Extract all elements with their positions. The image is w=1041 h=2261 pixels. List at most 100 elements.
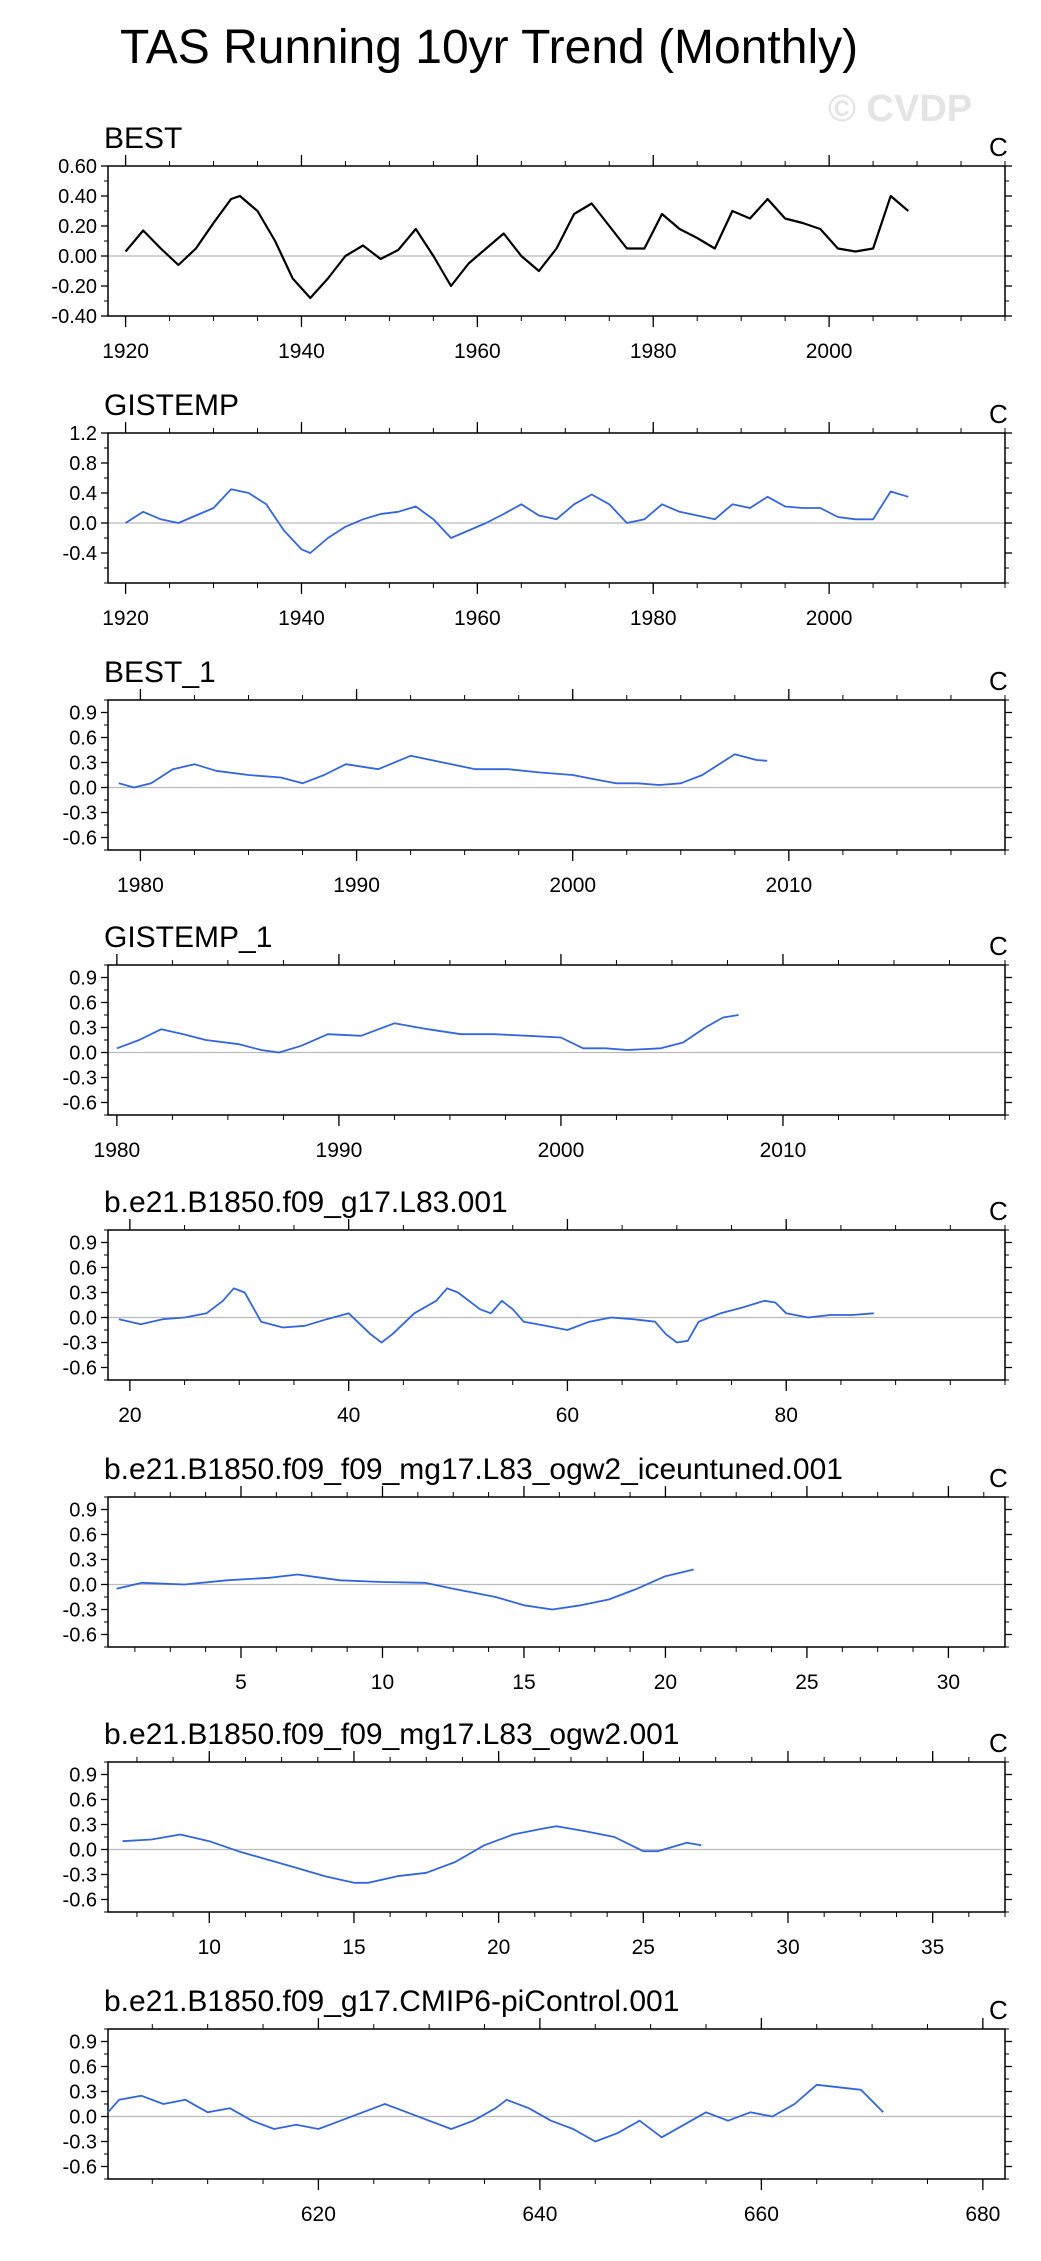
x-tick-label: 20 (487, 1936, 510, 1959)
y-tick-label: 0.0 (69, 2107, 97, 2129)
y-tick-label: 0.6 (69, 1790, 97, 1812)
x-tick-label: 15 (342, 1936, 365, 1959)
y-tick-label: 0.6 (69, 1525, 97, 1547)
x-tick-label: 1960 (454, 607, 501, 630)
y-tick-label: 0.4 (69, 483, 97, 505)
x-tick-label: 1980 (117, 874, 164, 897)
x-tick-label: 1990 (333, 874, 380, 897)
x-tick-label: 1920 (102, 340, 149, 363)
y-tick-label: 0.0 (69, 1043, 97, 1065)
x-tick-label: 1940 (278, 340, 325, 363)
units-label: C (989, 399, 1008, 429)
x-tick-label: 1940 (278, 607, 325, 630)
x-tick-label: 1980 (94, 1139, 141, 1162)
y-tick-label: -0.3 (63, 803, 97, 825)
y-tick-label: -0.40 (51, 306, 97, 328)
y-tick-label: 0.0 (69, 778, 97, 800)
trend-series-line (125, 488, 909, 554)
chart-title: BEST (104, 122, 182, 155)
chart-panel-2: GISTEMP C -0.4 0.0 0.4 0.8 1.2 1920 1940 1960 1980… (63, 389, 1012, 630)
x-tick-label: 35 (921, 1936, 944, 1959)
y-tick-label: 0.20 (58, 216, 97, 238)
x-tick-label: 25 (632, 1936, 655, 1959)
x-tick-label: 2000 (806, 340, 853, 363)
x-tick-label: 30 (776, 1936, 799, 1959)
units-label: C (989, 1196, 1008, 1226)
y-tick-label: 0.9 (69, 1233, 97, 1255)
chart-title: b.e21.B1850.f09_f09_mg17.L83_ogw2.001 (104, 1718, 680, 1751)
chart-panel-3: BEST_1 C -0.6 -0.3 0.0 0.3 0.6 0.9 1980 1990 2000 2… (63, 656, 1012, 897)
y-tick-label: 0.00 (58, 246, 97, 268)
units-label: C (989, 1995, 1008, 2025)
chart-title: b.e21.B1850.f09_f09_mg17.L83_ogw2_iceunt… (104, 1453, 843, 1486)
y-tick-label: 0.9 (69, 2032, 97, 2054)
y-tick-label: 0.40 (58, 186, 97, 208)
y-tick-label: 0.6 (69, 728, 97, 750)
cvdp-watermark: © CVDP (828, 88, 973, 130)
x-tick-label: 15 (512, 1671, 535, 1694)
x-tick-label: 20 (118, 1404, 141, 1427)
y-tick-label: 0.9 (69, 703, 97, 725)
x-tick-label: 680 (965, 2203, 1000, 2226)
chart-title: b.e21.B1850.f09_g17.CMIP6-piControl.001 (104, 1985, 679, 2018)
x-tick-label: 2010 (765, 874, 812, 897)
y-tick-label: -0.6 (63, 828, 97, 850)
y-tick-label: 0.3 (69, 1550, 97, 1572)
chart-title: b.e21.B1850.f09_g17.L83.001 (104, 1186, 508, 1219)
x-tick-label: 10 (371, 1671, 394, 1694)
chart-panel-4: GISTEMP_1 C -0.6 -0.3 0.0 0.3 0.6 0.9 1980 1990 20… (63, 921, 1012, 1162)
y-tick-label: -0.3 (63, 1600, 97, 1622)
trend-series-line (107, 2083, 884, 2143)
trend-series-line (116, 1014, 739, 1054)
trend-series-line (118, 1287, 874, 1344)
plot-frame (107, 1761, 1006, 1913)
y-tick-label: -0.6 (63, 1093, 97, 1115)
x-tick-label: 1980 (630, 340, 677, 363)
y-tick-label: 0.3 (69, 753, 97, 775)
y-tick-label: 0.0 (69, 513, 97, 535)
x-tick-label: 640 (522, 2203, 557, 2226)
plot-frame (107, 1496, 1006, 1648)
x-tick-label: 1980 (630, 607, 677, 630)
units-label: C (989, 1463, 1008, 1493)
chart-title: GISTEMP_1 (104, 921, 272, 954)
x-tick-label: 25 (795, 1671, 818, 1694)
x-tick-label: 1990 (316, 1139, 363, 1162)
x-tick-label: 10 (198, 1936, 221, 1959)
x-tick-label: 40 (337, 1404, 360, 1427)
units-label: C (989, 1728, 1008, 1758)
x-tick-label: 1960 (454, 340, 501, 363)
x-tick-label: 20 (654, 1671, 677, 1694)
trend-series-line (116, 1568, 694, 1611)
trend-series-line (124, 194, 910, 300)
y-tick-label: 0.6 (69, 993, 97, 1015)
trend-series-line (118, 753, 768, 789)
chart-panel-7: b.e21.B1850.f09_f09_mg17.L83_ogw2.001 C -0… (63, 1718, 1012, 1959)
x-tick-label: 1920 (102, 607, 149, 630)
x-tick-label: 2000 (806, 607, 853, 630)
y-tick-label: -0.3 (63, 1865, 97, 1887)
x-tick-label: 2000 (549, 874, 596, 897)
x-tick-label: 2000 (538, 1139, 585, 1162)
y-tick-label: 1.2 (69, 423, 97, 445)
plot-frame (107, 2028, 1006, 2180)
x-tick-label: 80 (775, 1404, 798, 1427)
y-tick-label: 0.9 (69, 1765, 97, 1787)
x-tick-label: 2010 (760, 1139, 807, 1162)
plot-frame (107, 1229, 1006, 1381)
plot-frame (107, 432, 1006, 584)
y-tick-label: 0.3 (69, 1283, 97, 1305)
y-tick-label: 0.6 (69, 1258, 97, 1280)
y-tick-label: -0.3 (63, 2132, 97, 2154)
y-tick-label: 0.9 (69, 968, 97, 990)
y-tick-label: -0.6 (63, 1625, 97, 1647)
chart-title: BEST_1 (104, 656, 216, 689)
units-label: C (989, 132, 1008, 162)
x-tick-label: 620 (301, 2203, 336, 2226)
trend-series-line (122, 1825, 702, 1884)
x-tick-label: 660 (744, 2203, 779, 2226)
plot-frame (107, 165, 1006, 317)
y-tick-label: 0.9 (69, 1500, 97, 1522)
plot-frame (107, 964, 1006, 1116)
